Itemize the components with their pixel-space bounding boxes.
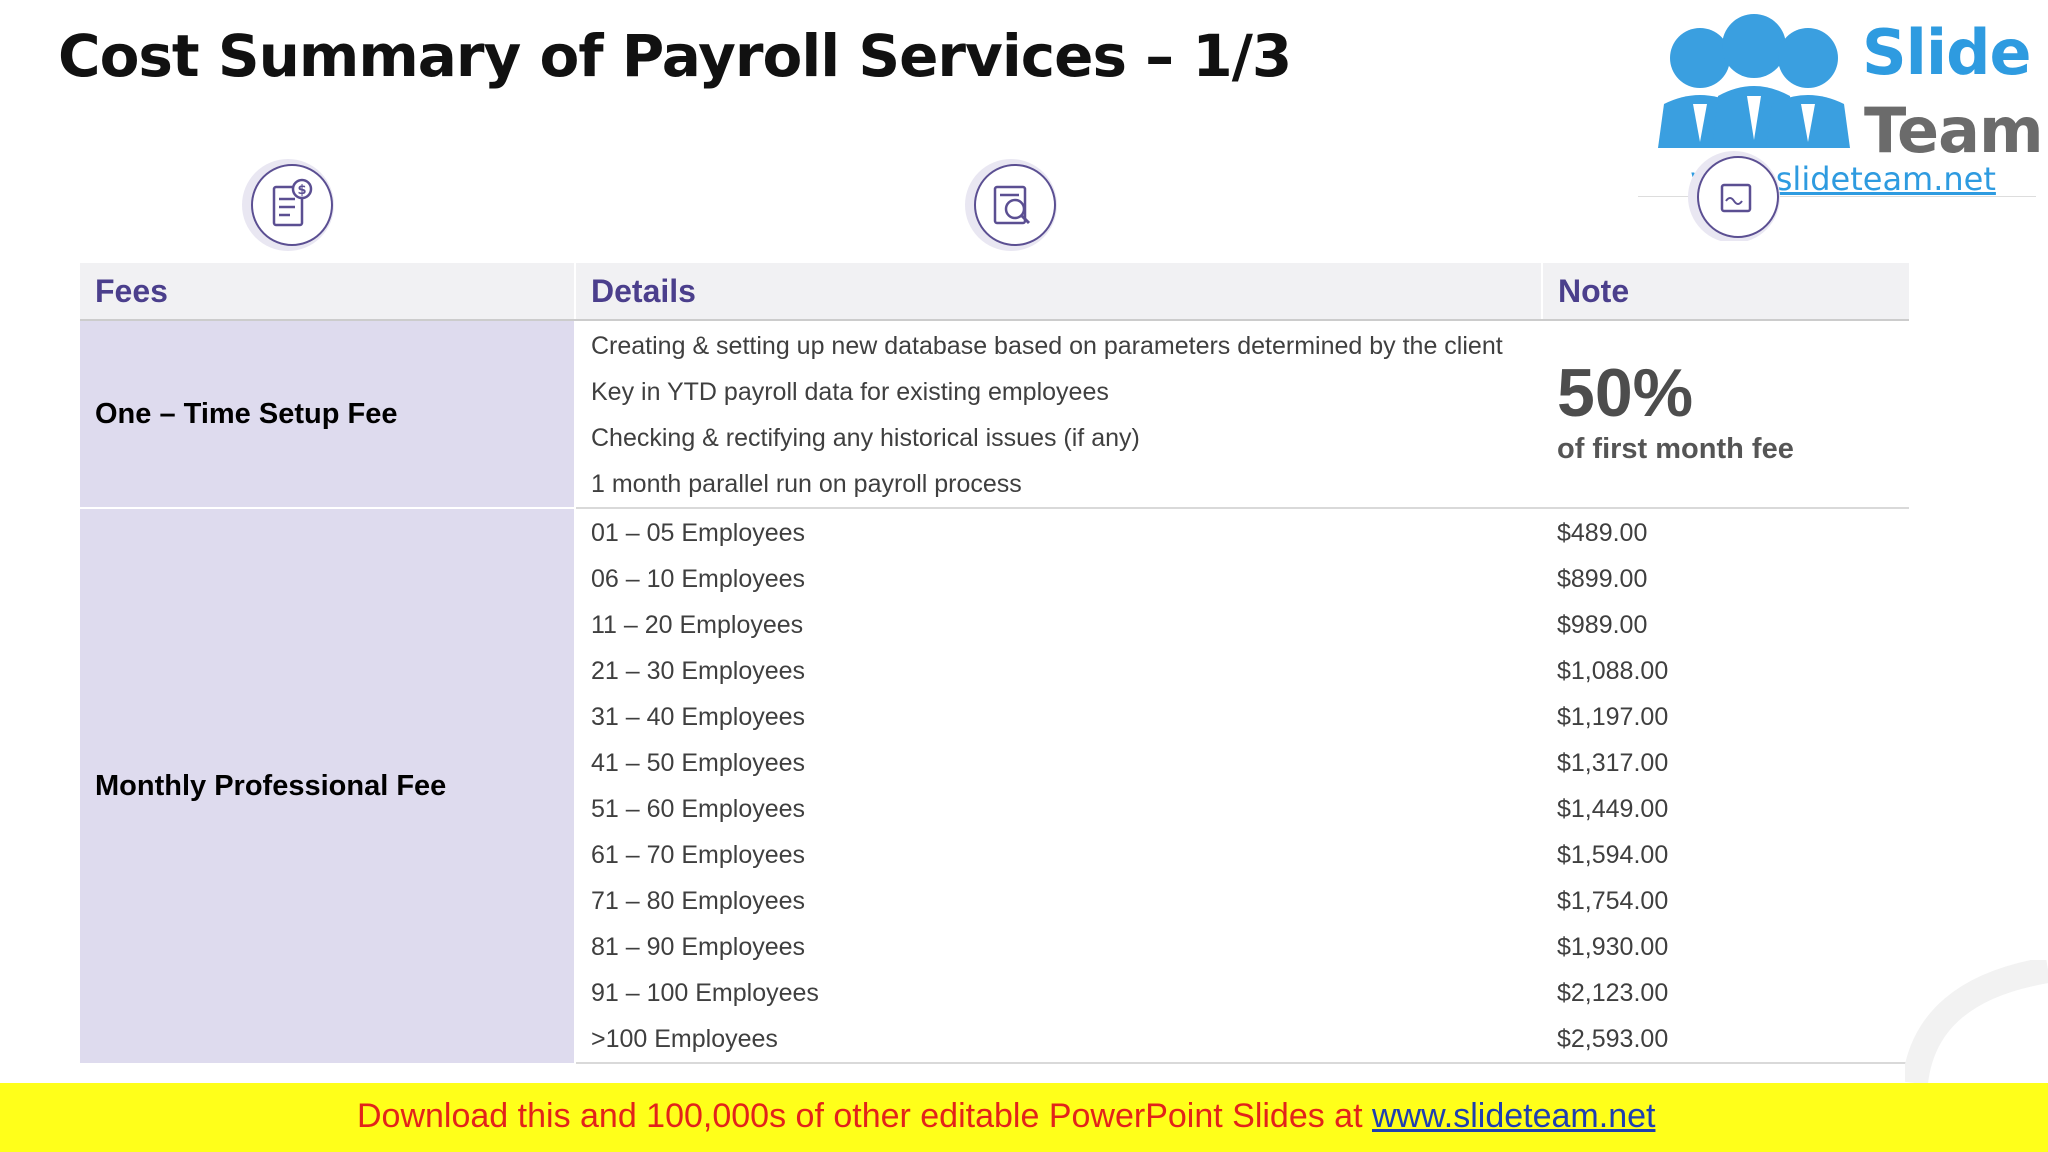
- tier-price: $899.00: [1557, 565, 1648, 593]
- tier-range: 91 – 100 Employees: [591, 979, 819, 1007]
- tier-range: 71 – 80 Employees: [591, 887, 806, 915]
- setup-details-cell: Creating & setting up new database based…: [575, 320, 1542, 509]
- setup-detail-item: 1 month parallel run on payroll process: [591, 470, 1022, 498]
- tier-price: $1,088.00: [1557, 657, 1669, 685]
- cost-summary-table: Fees Details Note One – Time Setup Fee C…: [80, 263, 1909, 1064]
- tier-range: >100 Employees: [591, 1025, 778, 1053]
- setup-note-text: of first month fee: [1557, 433, 1794, 465]
- banner-link[interactable]: www.slideteam.net: [1372, 1097, 1656, 1135]
- decorative-arc: [1905, 960, 2048, 1083]
- setup-detail-item: Key in YTD payroll data for existing emp…: [591, 378, 1109, 406]
- slide-title: Cost Summary of Payroll Services – 1/3: [58, 22, 1292, 90]
- svg-text:$: $: [297, 183, 306, 198]
- monthly-tiers-cell: 01 – 05 Employees 06 – 10 Employees 11 –…: [575, 508, 1542, 1064]
- tier-price: $1,317.00: [1557, 749, 1669, 777]
- people-logo-icon: [1658, 14, 1850, 148]
- tier-price: $1,754.00: [1557, 887, 1669, 915]
- setup-detail-item: Creating & setting up new database based…: [591, 332, 1503, 360]
- tier-price: $1,449.00: [1557, 795, 1669, 823]
- banner-text-wrap: Download this and 100,000s of other edit…: [357, 1097, 1655, 1136]
- tier-range: 41 – 50 Employees: [591, 749, 806, 777]
- table-header-row: Fees Details Note: [80, 263, 1909, 321]
- header-note: Note: [1542, 263, 1909, 321]
- tier-price: $489.00: [1557, 519, 1648, 547]
- monthly-fee-row: Monthly Professional Fee 01 – 05 Employe…: [80, 508, 1909, 1064]
- setup-note-cell: 50% of first month fee: [1542, 320, 1909, 509]
- setup-fee-row: One – Time Setup Fee Creating & setting …: [80, 320, 1909, 509]
- banner-text: Download this and 100,000s of other edit…: [357, 1097, 1372, 1135]
- header-details: Details: [575, 263, 1543, 321]
- tier-range: 51 – 60 Employees: [591, 795, 806, 823]
- logo-word-slide: Slide: [1862, 16, 2032, 89]
- setup-fee-label: One – Time Setup Fee: [80, 320, 576, 509]
- receipt-dollar-icon: $: [242, 159, 334, 251]
- document-search-icon: [965, 159, 1057, 251]
- download-banner: Download this and 100,000s of other edit…: [0, 1083, 2048, 1152]
- monthly-fee-label: Monthly Professional Fee: [80, 508, 576, 1063]
- tier-range: 11 – 20 Employees: [591, 611, 804, 639]
- setup-note-percent: 50%: [1557, 355, 1694, 431]
- tier-range: 81 – 90 Employees: [591, 933, 806, 961]
- header-fees: Fees: [80, 263, 576, 321]
- tier-price: $1,930.00: [1557, 933, 1669, 961]
- tier-range: 21 – 30 Employees: [591, 657, 806, 685]
- tier-price: $1,197.00: [1557, 703, 1669, 731]
- tier-range: 06 – 10 Employees: [591, 565, 806, 593]
- tier-price: $2,123.00: [1557, 979, 1669, 1007]
- logo-word-team: Team: [1864, 94, 2044, 167]
- contract-signature-icon: [1688, 151, 1780, 241]
- tier-price: $1,594.00: [1557, 841, 1669, 869]
- tier-range: 61 – 70 Employees: [591, 841, 806, 869]
- monthly-prices-cell: $489.00 $899.00 $989.00 $1,088.00 $1,197…: [1542, 508, 1909, 1064]
- tier-range: 31 – 40 Employees: [591, 703, 806, 731]
- tier-price: $2,593.00: [1557, 1025, 1669, 1053]
- tier-range: 01 – 05 Employees: [591, 519, 806, 547]
- setup-detail-item: Checking & rectifying any historical iss…: [591, 424, 1140, 452]
- tier-price: $989.00: [1557, 611, 1648, 639]
